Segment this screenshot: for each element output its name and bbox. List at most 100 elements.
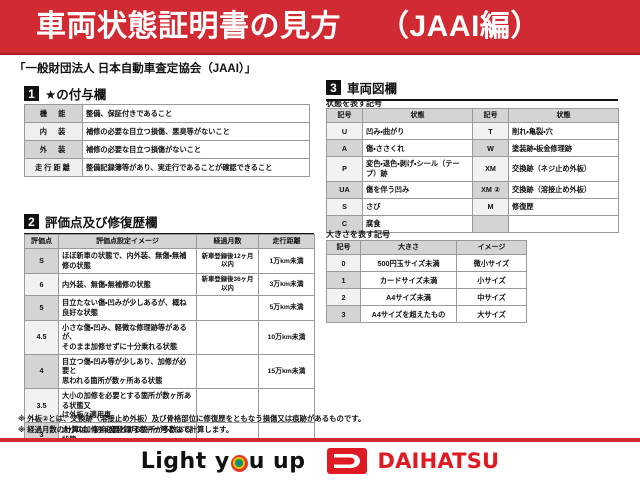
size-col-image: イメージ (456, 239, 527, 256)
footer-bar: Light y u up DAIHATSU (0, 442, 640, 480)
table-row: 6 内外装、無傷・無補修の状態 新車登録後36ヶ月以内 3万km未満 (24, 272, 315, 297)
size-col-size: 大きさ (360, 239, 457, 256)
section-label-eval: 評価点及び修復歴欄 (45, 216, 158, 230)
brand-wordmark: DAIHATSU (377, 449, 500, 473)
star-row-value: 補修の必要な目立つ損傷がないこと (82, 140, 310, 159)
star-criteria-table: 機 能 整備、保証付きであること 内 装 補修の必要な目立つ損傷、悪臭等がないこ… (24, 104, 310, 177)
eval-distance: 5万km未満 (258, 295, 315, 321)
eval-image: 目立つ傷・凹み等が少しあり、加修が必要と 思われる箇所が数ヶ所ある状態 (58, 353, 197, 389)
state-desc-right (508, 214, 619, 233)
table-row: 2 A4サイズ未満 中サイズ (326, 288, 527, 307)
table-header-row: 記号 状態 記号 状態 (326, 107, 619, 124)
size-image-label: 中サイズ (456, 288, 527, 307)
table-header-row: 評価点 評価点設定イメージ 経過月数 走行距離 (24, 233, 315, 250)
state-symbols-caption: 状態を表す記号 (326, 99, 382, 108)
state-desc-right: 交換跡（溶接止め外板） (508, 180, 619, 199)
table-row: 4.5 小さな傷・凹み、軽微な修理跡等があるが、 そのまま加修せずに十分乗れる状態 1… (24, 319, 315, 355)
size-symbols-table: 記号 大きさ イメージ 0 500円玉サイズ未満 微小サイズ 1 カードサイズ未満 小サイ… (326, 239, 527, 324)
star-row-key: 機 能 (24, 104, 83, 123)
section-heading-eval: 2 評価点及び修復歴欄 (24, 212, 314, 235)
page-header-band: 車両状態証明書の見方 （JAAI編） (0, 0, 640, 53)
eval-image: 大小の加修を必要とする箇所が数ヶ所ある状態又 は外板②適用車 (58, 387, 197, 424)
table-row: 3 A4サイズを超えたもの 大サイズ (326, 305, 527, 324)
state-col-desc-left: 状態 (362, 107, 473, 124)
state-symbol-left: U (326, 122, 363, 141)
rainbow-ring-icon (230, 454, 248, 472)
state-col-symbol-left: 記号 (326, 107, 363, 124)
section-number-3: 3 (326, 80, 341, 95)
header-divider (0, 53, 640, 55)
eval-score: 3.5 (24, 387, 59, 424)
state-col-symbol-right: 記号 (472, 107, 509, 124)
size-image-label: 大サイズ (456, 305, 527, 324)
table-row: P 変色・退色・剥げ・シール（テープ）跡 XM 交換跡（ネジ止め外板） (326, 156, 619, 182)
eval-score: 4.5 (24, 319, 59, 355)
section-label-diagram: 車両図欄 (347, 82, 398, 96)
table-row: U 凹み・曲がり T 削れ・亀裂・穴 (326, 122, 619, 141)
state-symbol-right (472, 214, 509, 233)
state-desc-left: 凹み・曲がり (362, 122, 473, 141)
table-row: 5 目立たない傷・凹みが少しあるが、概ね良好な状態 5万km未満 (24, 295, 315, 321)
size-description: 500円玉サイズ未満 (360, 254, 457, 273)
star-row-value: 補修の必要な目立つ損傷、悪臭等がないこと (82, 122, 310, 141)
page-title-suffix: （JAAI編） (379, 9, 541, 43)
state-desc-left: さび (362, 197, 473, 216)
ring-core (237, 461, 242, 465)
state-col-desc-right: 状態 (508, 107, 619, 124)
star-row-value: 整備記録簿等があり、実走行であることが確認できること (82, 158, 310, 177)
state-desc-right: 修復歴 (508, 197, 619, 216)
eval-image: 目立たない傷・凹みが少しあるが、概ね良好な状態 (58, 295, 197, 321)
table-row: UA 傷を伴う凹み XM ② 交換跡（溶接止め外板） (326, 180, 619, 199)
state-symbol-left: S (326, 197, 363, 216)
table-row: A 傷・ささくれ W 塗装跡・板金修理跡 (326, 139, 619, 158)
eval-image: 内外装、無傷・無補修の状態 (58, 272, 197, 297)
eval-months: 新車登録後12ヶ月以内 (196, 248, 259, 274)
state-symbol-left: A (326, 139, 363, 158)
eval-distance: 10万km未満 (258, 319, 315, 355)
state-desc-right: 削れ・亀裂・穴 (508, 122, 619, 141)
table-row: 走行距離 整備記録簿等があり、実走行であることが確認できること (24, 158, 310, 177)
size-col-symbol: 記号 (326, 239, 361, 256)
star-row-value: 整備、保証付きであること (82, 104, 310, 123)
state-desc-left: 傷・ささくれ (362, 139, 473, 158)
table-row: 機 能 整備、保証付きであること (24, 104, 310, 123)
organization-subtitle: 「一般財団法人 日本自動車査定協会（JAAI）」 (14, 63, 257, 75)
eval-score: 4 (24, 353, 59, 389)
size-symbol: 2 (326, 288, 361, 307)
eval-months (196, 295, 259, 321)
table-row: 4 目立つ傷・凹み等が少しあり、加修が必要と 思われる箇所が数ヶ所ある状態 15万km… (24, 353, 315, 389)
daihatsu-logo-icon (327, 448, 368, 474)
size-description: カードサイズ未満 (360, 271, 457, 290)
state-desc-right: 塗装跡・板金修理跡 (508, 139, 619, 158)
eval-months: 新車登録後36ヶ月以内 (196, 272, 259, 297)
footnote-line-1: ※ 外板②とは、交換跡（溶接止め外板）及び骨格部位に修復歴をともなう損傷又は痕跡… (18, 414, 366, 423)
table-row: S ほぼ新車の状態で、内外装、無傷・無補修の状態 新車登録後12ヶ月以内 1万km未満 (24, 248, 315, 274)
size-description: A4サイズを超えたもの (360, 305, 457, 324)
eval-score: S (24, 248, 59, 274)
state-symbol-left: P (326, 156, 363, 182)
state-desc-left: 腐食 (362, 214, 473, 233)
state-desc-left: 傷を伴う凹み (362, 180, 473, 199)
eval-months (196, 319, 259, 355)
table-row: 外 装 補修の必要な目立つ損傷がないこと (24, 140, 310, 159)
slogan-text-before: Light y (140, 448, 230, 474)
slogan-text-after: u up (248, 448, 306, 474)
page-title: 車両状態証明書の見方 （JAAI編） (36, 9, 541, 43)
eval-image: 小さな傷・凹み、軽微な修理跡等があるが、 そのまま加修せずに十分乗れる状態 (58, 319, 197, 355)
star-row-key: 内 装 (24, 122, 83, 141)
eval-col-score: 評価点 (24, 233, 59, 250)
section-number-2: 2 (24, 214, 39, 229)
state-symbol-right: XM ② (472, 180, 509, 199)
state-desc-right: 交換跡（ネジ止め外板） (508, 156, 619, 182)
state-symbols-table: 記号 状態 記号 状態 U 凹み・曲がり T 削れ・亀裂・穴 A 傷・ささくれ W 塗装跡・板… (326, 107, 619, 233)
eval-col-months: 経過月数 (196, 233, 259, 250)
star-row-key: 外 装 (24, 140, 83, 159)
table-header-row: 記号 大きさ イメージ (326, 239, 527, 256)
state-symbol-right: XM (472, 156, 509, 182)
size-image-label: 小サイズ (456, 271, 527, 290)
size-symbols-caption: 大きさを表す記号 (326, 230, 390, 239)
table-row: S さび M 修復歴 (326, 197, 619, 216)
footer-divider (0, 438, 640, 442)
eval-distance: 3万km未満 (258, 272, 315, 297)
